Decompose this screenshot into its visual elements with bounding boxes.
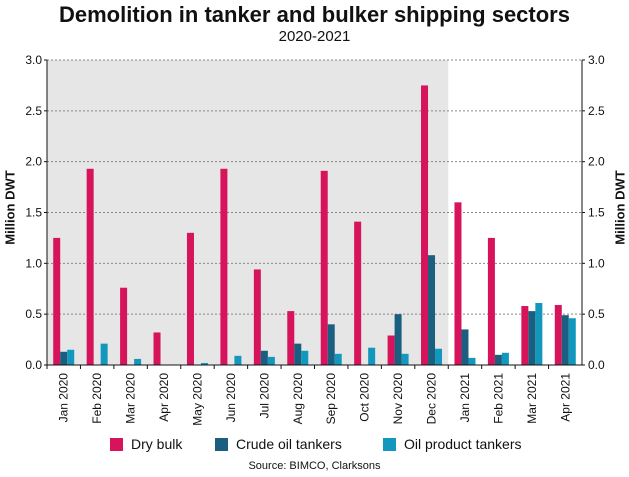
bar-dry-bulk [186, 232, 194, 365]
plot-area: 0.0 0.0 0.5 0.5 1.0 1.0 1.5 1.5 2.0 2.0 2.5 2.5 3.0 3… [25, 53, 605, 426]
bar-dry-bulk [521, 306, 529, 365]
chart-subtitle: 2020-2021 [278, 28, 351, 45]
bar-oil-product-tankers [200, 362, 208, 365]
bar-oil-product-tankers [301, 350, 309, 365]
x-tick-label: Mar 2021 [525, 373, 539, 424]
bar-dry-bulk [153, 332, 161, 365]
x-tick-label: Apr 2020 [157, 373, 171, 422]
y-tick-label-right: 0.0 [588, 358, 605, 372]
legend-item-oil-product-tankers: Oil product tankers [383, 434, 522, 454]
bar-dry-bulk [487, 237, 495, 365]
x-tick-label: Mar 2020 [124, 373, 138, 424]
legend-item-crude-oil-tankers: Crude oil tankers [215, 434, 342, 454]
legend-swatch-oil-product-tankers [383, 437, 396, 451]
bar-dry-bulk [554, 305, 562, 365]
legend-item-dry-bulk: Dry bulk [110, 434, 182, 454]
legend-label-crude-oil-tankers: Crude oil tankers [236, 436, 342, 452]
bar-crude-oil-tankers [327, 324, 335, 365]
bar-dry-bulk [53, 237, 61, 365]
bar-crude-oil-tankers [494, 354, 502, 365]
x-tick-label: Jan 2021 [458, 373, 472, 423]
bar-oil-product-tankers [134, 358, 142, 365]
y-tick-label-left: 1.0 [25, 256, 42, 270]
x-tick-label: May 2020 [190, 373, 204, 426]
bar-dry-bulk [421, 85, 429, 366]
bar-oil-product-tankers [368, 347, 376, 365]
y-tick-label-left: 2.5 [25, 104, 42, 118]
bar-oil-product-tankers [67, 349, 75, 365]
bar-dry-bulk [253, 269, 261, 365]
bar-crude-oil-tankers [294, 343, 302, 365]
legend-swatch-crude-oil-tankers [215, 437, 228, 451]
bar-oil-product-tankers [234, 355, 242, 365]
bar-dry-bulk [287, 311, 295, 365]
x-tick-label: Sep 2020 [324, 373, 338, 425]
chart-title: Demolition in tanker and bulker shipping… [59, 2, 570, 27]
bar-dry-bulk [454, 202, 462, 365]
x-tick-label: Oct 2020 [358, 373, 372, 422]
legend-label-dry-bulk: Dry bulk [131, 436, 183, 452]
y-tick-label-right: 2.5 [588, 104, 605, 118]
x-tick-label: Apr 2021 [558, 373, 572, 422]
y-tick-label-left: 1.5 [25, 206, 42, 220]
bar-oil-product-tankers [535, 302, 543, 365]
x-tick-label: Jul 2020 [257, 373, 271, 419]
bar-crude-oil-tankers [60, 351, 68, 365]
bar-crude-oil-tankers [428, 255, 436, 365]
y-tick-label-left: 2.0 [25, 155, 42, 169]
x-tick-label: Feb 2021 [491, 373, 505, 424]
y-tick-label-right: 0.5 [588, 307, 605, 321]
y-tick-label-right: 1.5 [588, 206, 605, 220]
x-tick-label: Jun 2020 [224, 373, 238, 423]
y-tick-label-left: 0.0 [25, 358, 42, 372]
bar-dry-bulk [387, 335, 395, 365]
x-tick-label: Feb 2020 [90, 373, 104, 424]
legend-label-oil-product-tankers: Oil product tankers [404, 436, 522, 452]
bar-oil-product-tankers [100, 343, 108, 365]
bar-oil-product-tankers [401, 353, 409, 365]
bar-dry-bulk [220, 168, 228, 365]
y-tick-label-right: 2.0 [588, 155, 605, 169]
bar-oil-product-tankers [501, 352, 509, 365]
x-tick-label: Nov 2020 [391, 373, 405, 425]
bar-oil-product-tankers [468, 357, 476, 365]
legend-swatch-dry-bulk [110, 437, 123, 451]
bar-oil-product-tankers [568, 318, 576, 365]
y-tick-label-right: 3.0 [588, 53, 605, 67]
bar-oil-product-tankers [267, 356, 275, 365]
bar-oil-product-tankers [334, 353, 342, 365]
y-tick-label-left: 3.0 [25, 53, 42, 67]
bar-oil-product-tankers [435, 348, 443, 365]
bar-crude-oil-tankers [394, 314, 402, 365]
bar-dry-bulk [320, 170, 328, 365]
bar-dry-bulk [354, 221, 362, 365]
x-tick-label: Jan 2020 [57, 373, 71, 423]
x-tick-label: Dec 2020 [425, 373, 439, 425]
bar-crude-oil-tankers [461, 329, 469, 365]
y-tick-label-right: 1.0 [588, 256, 605, 270]
bar-crude-oil-tankers [260, 350, 268, 365]
bar-dry-bulk [120, 287, 128, 365]
source-note: Source: BIMCO, Clarksons [248, 460, 381, 472]
bar-crude-oil-tankers [561, 315, 569, 365]
bar-crude-oil-tankers [528, 311, 536, 365]
legend: Dry bulk Crude oil tankers Oil product t… [0, 434, 629, 454]
x-tick-label: Aug 2020 [291, 373, 305, 425]
bar-dry-bulk [86, 168, 94, 365]
y-tick-label-left: 0.5 [25, 307, 42, 321]
